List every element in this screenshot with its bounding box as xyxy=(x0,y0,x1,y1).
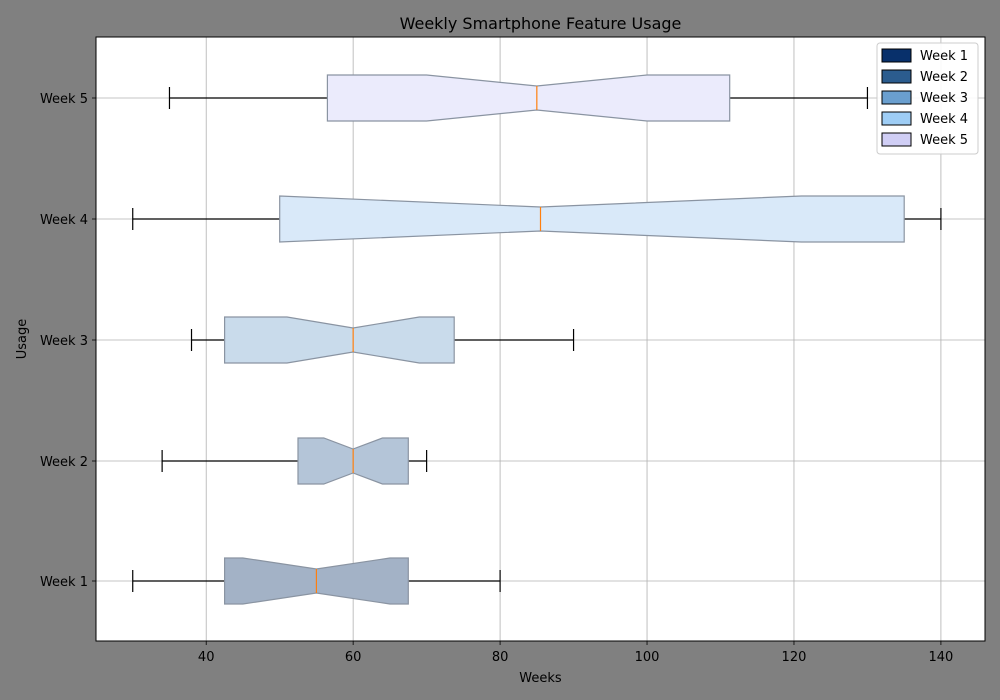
notched-box xyxy=(224,316,455,364)
y-tick-label: Week 1 xyxy=(40,575,88,590)
chart-title: Weekly Smartphone Feature Usage xyxy=(400,14,682,33)
legend-label: Week 5 xyxy=(920,133,968,148)
box-layer xyxy=(132,74,942,605)
x-axis-label: Weeks xyxy=(519,671,562,686)
plot-frame xyxy=(95,36,986,642)
box-week-2 xyxy=(161,437,428,485)
box-week-4 xyxy=(132,195,942,243)
legend-swatch xyxy=(881,69,912,84)
legend-label: Week 3 xyxy=(920,91,968,106)
x-tick-label: 80 xyxy=(492,650,509,665)
y-tick-label: Week 2 xyxy=(40,455,88,470)
legend-swatch xyxy=(881,111,912,126)
x-tick-label: 60 xyxy=(345,650,362,665)
notched-box xyxy=(279,195,905,243)
x-tick-label: 140 xyxy=(929,650,954,665)
legend-label: Week 1 xyxy=(920,49,968,64)
y-tick-label: Week 5 xyxy=(40,92,88,107)
tick-layer: 40 60 80 100 120 140 Week 1 Week 2 Week 3 Week 4 W… xyxy=(40,92,953,665)
box-week-3 xyxy=(190,316,575,364)
legend-swatch xyxy=(881,132,912,147)
x-tick-label: 100 xyxy=(635,650,660,665)
box-week-1 xyxy=(132,557,501,605)
legend-swatch xyxy=(881,90,912,105)
legend-label: Week 2 xyxy=(920,70,968,85)
legend-label: Week 4 xyxy=(920,112,968,127)
x-tick-label: 40 xyxy=(198,650,215,665)
y-axis-label: Usage xyxy=(15,319,30,360)
legend-swatch xyxy=(881,48,912,63)
notched-box xyxy=(326,74,731,122)
box-week-5 xyxy=(168,74,869,122)
y-tick-label: Week 3 xyxy=(40,334,88,349)
legend: Week 1 Week 2 Week 3 Week 4 Week 5 xyxy=(876,42,979,155)
y-tick-label: Week 4 xyxy=(40,213,88,228)
x-tick-label: 120 xyxy=(782,650,807,665)
